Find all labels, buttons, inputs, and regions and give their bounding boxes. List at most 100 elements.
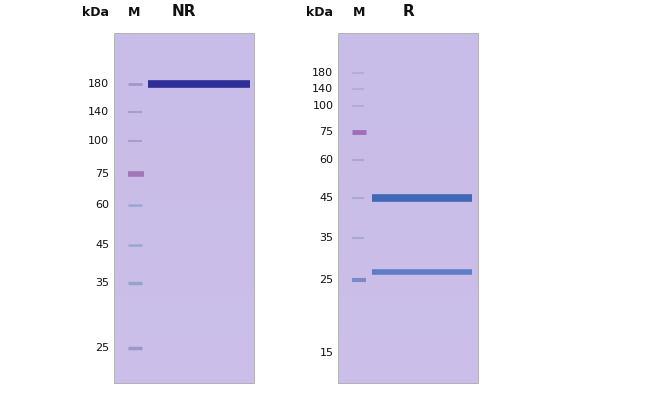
Bar [114, 161, 254, 167]
Text: 180: 180 [312, 69, 333, 79]
Text: 140: 140 [312, 84, 333, 94]
Text: 25: 25 [95, 343, 109, 353]
Text: 75: 75 [95, 169, 109, 179]
Bar [114, 51, 254, 57]
Bar [338, 179, 478, 185]
Bar [114, 365, 254, 371]
Text: NR: NR [172, 4, 196, 19]
Bar [114, 301, 254, 307]
Text: 45: 45 [319, 193, 333, 203]
Bar [114, 97, 254, 103]
Bar [114, 103, 254, 109]
Bar [114, 33, 254, 383]
Bar [114, 191, 254, 196]
Bar [338, 39, 478, 45]
Bar [338, 51, 478, 57]
Text: M: M [128, 6, 141, 19]
Bar [338, 138, 478, 144]
Text: 35: 35 [319, 233, 333, 243]
Bar [338, 225, 478, 231]
Bar [114, 260, 254, 266]
Text: M: M [352, 6, 365, 19]
Bar [338, 115, 478, 121]
Bar [338, 103, 478, 109]
Bar [338, 202, 478, 208]
Bar [338, 313, 478, 319]
Bar [338, 330, 478, 336]
Bar [338, 237, 478, 243]
Bar [114, 57, 254, 62]
Bar [114, 290, 254, 295]
Bar [338, 144, 478, 150]
Bar [114, 196, 254, 202]
Bar [338, 272, 478, 278]
Text: 35: 35 [95, 278, 109, 288]
Bar [338, 220, 478, 225]
Bar [338, 319, 478, 324]
Text: kDa: kDa [306, 6, 333, 19]
Bar [338, 284, 478, 290]
Text: 140: 140 [88, 107, 109, 117]
Bar [338, 307, 478, 313]
Bar [338, 62, 478, 68]
Bar [338, 126, 478, 132]
Bar [114, 272, 254, 278]
Bar [338, 109, 478, 115]
Bar [114, 266, 254, 272]
Bar [114, 92, 254, 97]
Bar [338, 121, 478, 126]
Bar [338, 33, 478, 39]
Bar [114, 33, 254, 39]
Bar [338, 214, 478, 220]
Text: 60: 60 [95, 200, 109, 210]
Bar [114, 225, 254, 231]
Bar [114, 86, 254, 92]
Bar [114, 330, 254, 336]
Bar [114, 354, 254, 359]
Bar [114, 185, 254, 191]
Text: 60: 60 [319, 155, 333, 165]
Bar [114, 167, 254, 173]
Bar [338, 231, 478, 237]
Bar [114, 214, 254, 220]
Bar [338, 348, 478, 354]
Text: R: R [402, 4, 414, 19]
Bar [338, 295, 478, 301]
Bar [114, 319, 254, 324]
Bar [114, 150, 254, 156]
Bar [114, 115, 254, 121]
Bar [114, 342, 254, 348]
Bar [114, 307, 254, 313]
Bar [114, 359, 254, 365]
Bar [338, 266, 478, 272]
Bar [114, 138, 254, 144]
Bar [114, 74, 254, 80]
Bar [114, 249, 254, 255]
Bar [338, 68, 478, 74]
Bar [338, 301, 478, 307]
Bar [338, 97, 478, 103]
Bar [338, 167, 478, 173]
Text: 75: 75 [319, 127, 333, 137]
Bar [338, 365, 478, 371]
Bar [338, 278, 478, 284]
Bar [114, 39, 254, 45]
Bar [114, 121, 254, 126]
Text: 25: 25 [319, 275, 333, 285]
Bar [338, 359, 478, 365]
Bar [338, 260, 478, 266]
Bar [114, 336, 254, 342]
Bar [338, 45, 478, 51]
Bar [338, 86, 478, 92]
Bar [338, 161, 478, 167]
Bar [338, 74, 478, 80]
Bar [114, 202, 254, 208]
Bar [114, 62, 254, 68]
Bar [114, 237, 254, 243]
Bar [338, 371, 478, 377]
Bar [114, 255, 254, 260]
Bar [338, 208, 478, 214]
Bar [338, 191, 478, 196]
Bar [114, 324, 254, 330]
Bar [338, 57, 478, 62]
